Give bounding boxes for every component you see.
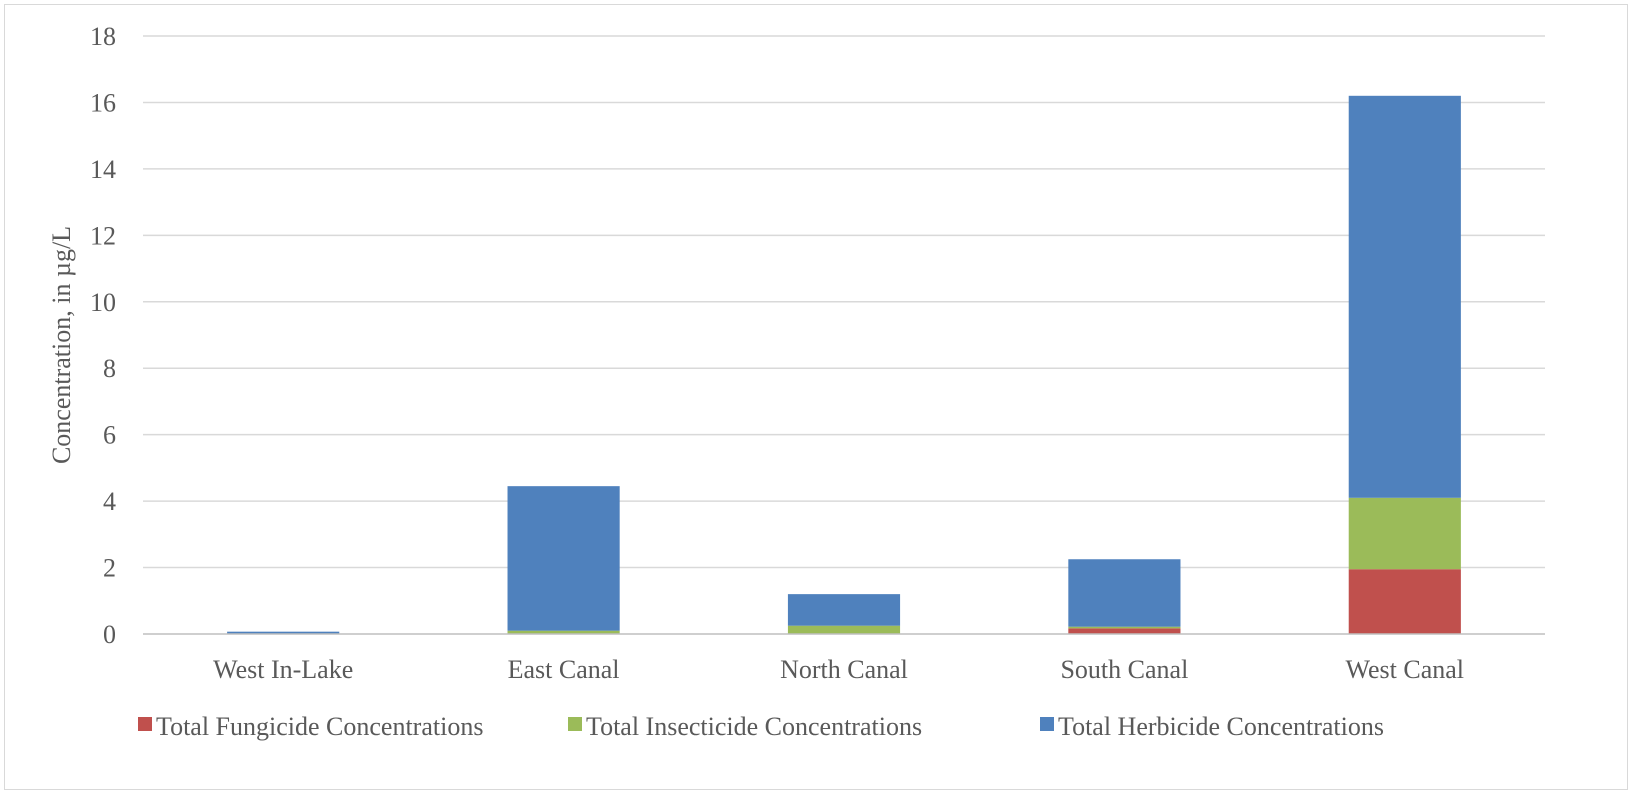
bar-segment [1068, 628, 1181, 634]
bar-segment [1068, 559, 1181, 627]
bar-segment [787, 625, 901, 634]
y-tick-label: 12 [90, 221, 116, 250]
x-category-label: East Canal [508, 655, 620, 684]
legend-label: Total Herbicide Concentrations [1058, 712, 1384, 741]
legend-swatch [568, 717, 582, 731]
y-tick-label: 0 [103, 620, 116, 649]
y-tick-label: 8 [103, 354, 116, 383]
y-tick-label: 10 [90, 288, 116, 317]
bar-segment [787, 594, 901, 626]
legend-label: Total Fungicide Concentrations [156, 712, 483, 741]
x-category-label: North Canal [780, 655, 908, 684]
y-tick-label: 2 [103, 554, 116, 583]
x-category-label: South Canal [1060, 655, 1188, 684]
bars [227, 95, 1461, 634]
bar-segment [227, 631, 340, 634]
x-category-label: West In-Lake [213, 655, 353, 684]
bar-segment [507, 486, 620, 631]
y-tick-label: 16 [90, 88, 116, 117]
bar-segment [1068, 626, 1181, 629]
bar-segment [1348, 569, 1461, 634]
legend: Total Fungicide Concentrations Total Inse… [138, 712, 1384, 741]
y-axis-title: Concentration, in µg/L [47, 226, 76, 464]
bar-segment [507, 630, 620, 634]
x-category-label: West Canal [1346, 655, 1465, 684]
y-tick-label: 18 [90, 22, 116, 51]
y-axis-ticks: 0 2 4 6 8 10 12 14 16 18 [90, 22, 116, 649]
legend-swatch [138, 717, 152, 731]
legend-label: Total Insecticide Concentrations [586, 712, 922, 741]
legend-swatch [1040, 717, 1054, 731]
bar-segment [1348, 95, 1461, 498]
gridlines [143, 35, 1545, 569]
bar-segment [1348, 497, 1461, 570]
y-tick-label: 4 [103, 487, 116, 516]
y-tick-label: 6 [103, 421, 116, 450]
y-tick-label: 14 [90, 155, 116, 184]
x-axis-categories: West In-Lake East Canal North Canal South C… [213, 655, 1464, 684]
